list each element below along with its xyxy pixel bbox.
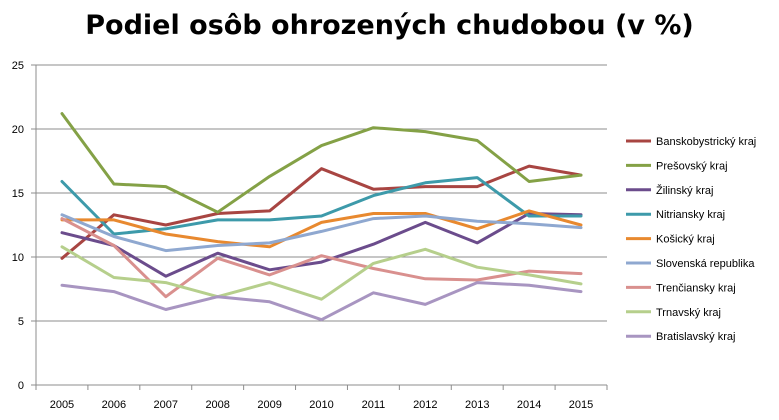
y-tick-label: 10: [12, 252, 24, 264]
legend-label-3: Nitriansky kraj: [656, 209, 725, 221]
gridlines: [36, 64, 607, 322]
x-tick-label: 2005: [50, 399, 74, 411]
legend-label-5: Slovenská republika: [656, 258, 755, 270]
series-line-1: [60, 112, 583, 214]
series-lines: [60, 112, 583, 322]
legend-label-1: Prešovský kraj: [656, 160, 728, 172]
legend-label-7: Trnavský kraj: [656, 307, 721, 319]
chart-title: Podiel osôb ohrozených chudobou (v %): [85, 10, 694, 41]
x-tick-label: 2013: [465, 399, 489, 411]
series-line-5: [60, 213, 583, 253]
series-line-0: [60, 164, 583, 260]
x-tick-label: 2012: [413, 399, 437, 411]
legend-label-4: Košický kraj: [656, 234, 715, 246]
y-tick-label: 5: [18, 316, 24, 328]
x-tick-label: 2007: [154, 399, 178, 411]
x-tick-label: 2009: [257, 399, 281, 411]
legend: Banskobystrický kraj Prešovský kraj Žilins…: [626, 136, 756, 343]
y-tick-label: 25: [12, 60, 24, 72]
legend-label-0: Banskobystrický kraj: [656, 136, 756, 148]
x-tick-label: 2015: [569, 399, 593, 411]
axes: 0 5 10 15 20 25 2005 2006 2007 2008 2009 2010 2011 20…: [12, 60, 608, 411]
x-tick-label: 2010: [309, 399, 333, 411]
series-line-2: [60, 212, 583, 278]
x-tick-label: 2006: [102, 399, 126, 411]
x-tick-label: 2014: [517, 399, 541, 411]
series-line-8: [60, 281, 583, 322]
series-line-7: [60, 245, 583, 301]
x-tick-label: 2008: [205, 399, 229, 411]
x-tick-label: 2011: [362, 399, 386, 411]
y-tick-label: 0: [18, 380, 24, 392]
legend-label-8: Bratislavský kraj: [656, 331, 735, 343]
y-tick-label: 15: [12, 188, 24, 200]
legend-label-2: Žilinský kraj: [656, 184, 713, 197]
y-tick-label: 20: [12, 124, 24, 136]
legend-label-6: Trenčiansky kraj: [656, 282, 736, 294]
